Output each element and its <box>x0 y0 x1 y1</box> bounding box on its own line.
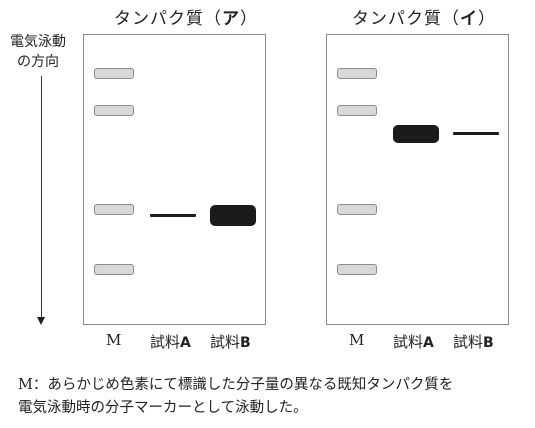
lane-label-letter: B <box>240 335 251 351</box>
lane-label-sample-a: 試料A <box>150 331 191 352</box>
lane-label-prefix: 試料 <box>210 333 241 351</box>
lane-label-letter: A <box>423 335 434 351</box>
lane-label-sample-a: 試料A <box>393 331 434 352</box>
lane-label-letter: A <box>180 335 191 351</box>
marker-band <box>337 204 377 215</box>
lane-label-m: M <box>349 331 364 349</box>
panel-a-title-suffix: ） <box>240 9 258 29</box>
panel-b-title-suffix: ） <box>478 9 496 29</box>
panel-b-title: タンパク質（イ） <box>352 4 496 29</box>
panel-a-title: タンパク質（ア） <box>114 4 258 29</box>
footnote-line1: M：あらかじめ色素にて標識した分子量の異なる既知タンパク質を <box>18 377 454 393</box>
footnote: M：あらかじめ色素にて標識した分子量の異なる既知タンパク質を 電気泳動時の分子マ… <box>18 374 453 420</box>
gel-panel-b <box>326 34 509 325</box>
marker-band <box>94 68 134 79</box>
sample-b-band <box>210 205 256 226</box>
panel-a-title-letter: ア <box>222 9 240 29</box>
sample-b-band <box>453 132 499 135</box>
panel-a-title-prefix: タンパク質（ <box>114 9 222 29</box>
gel-panel-a <box>83 34 266 325</box>
lane-label-prefix: 試料 <box>453 333 484 351</box>
marker-band <box>94 264 134 275</box>
marker-band <box>337 68 377 79</box>
sample-a-band <box>393 125 439 143</box>
direction-arrow-shaft <box>41 76 42 319</box>
lane-label-m: M <box>106 331 121 349</box>
lane-label-m-letter: M <box>349 331 365 349</box>
direction-arrow-head-icon <box>37 317 45 325</box>
lane-label-sample-b: 試料B <box>453 331 494 352</box>
direction-label: 電気泳動 の方向 <box>8 32 68 72</box>
lane-label-prefix: 試料 <box>393 333 424 351</box>
direction-label-line1: 電気泳動 <box>10 34 66 50</box>
panel-b-title-letter: イ <box>460 9 478 29</box>
footnote-line2: 電気泳動時の分子マーカーとして泳動した。 <box>18 400 308 416</box>
panel-b-title-prefix: タンパク質（ <box>352 9 460 29</box>
marker-band <box>94 105 134 116</box>
marker-band <box>94 204 134 215</box>
lane-label-letter: B <box>483 335 494 351</box>
lane-label-prefix: 試料 <box>150 333 181 351</box>
direction-label-line2: の方向 <box>17 54 59 70</box>
sample-a-band <box>150 214 196 217</box>
lane-label-m-letter: M <box>106 331 122 349</box>
marker-band <box>337 105 377 116</box>
marker-band <box>337 264 377 275</box>
lane-label-sample-b: 試料B <box>210 331 251 352</box>
